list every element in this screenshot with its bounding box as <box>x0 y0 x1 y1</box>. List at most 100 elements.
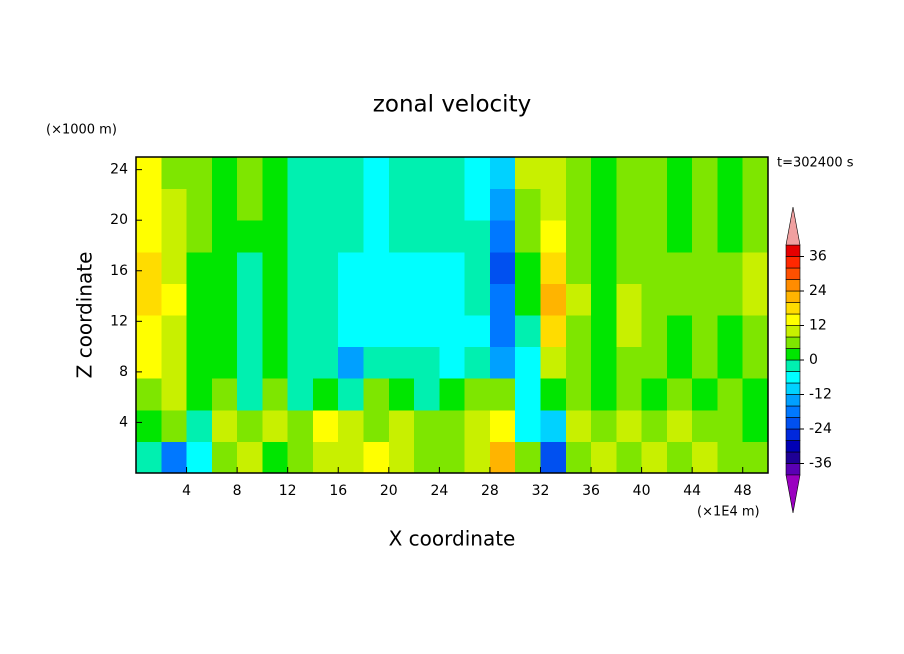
contour-cell <box>338 220 365 253</box>
contour-cell <box>287 220 314 253</box>
contour-cell <box>439 188 466 221</box>
y-axis-label: Z coordinate <box>73 252 97 379</box>
colorbar-box <box>785 348 801 361</box>
contour-cell <box>211 157 238 190</box>
contour-cell <box>388 315 415 348</box>
contour-cell <box>186 315 213 348</box>
chart-title: zonal velocity <box>373 92 531 118</box>
colorbar-box <box>785 279 801 292</box>
colorbar-bottom <box>785 474 801 514</box>
contour-cell <box>489 315 516 348</box>
contour-cell <box>414 220 440 253</box>
contour-cell <box>742 220 769 253</box>
contour-cell <box>439 441 466 474</box>
contour-cell <box>388 409 415 442</box>
contour-cell <box>363 188 390 221</box>
contour-cell <box>363 283 390 316</box>
contour-cell <box>237 251 263 284</box>
colorbar-tick-label: -24 <box>809 421 832 437</box>
contour-cell <box>439 220 466 253</box>
x-tick-label: 12 <box>279 483 297 499</box>
contour-cell <box>616 441 643 474</box>
contour-cell <box>136 157 162 190</box>
contour-cell <box>439 157 466 190</box>
contour-cell <box>641 315 668 348</box>
y-unit: (×1000 m) <box>46 123 117 138</box>
contour-cell <box>717 283 744 316</box>
contour-cell <box>414 251 440 284</box>
contour-cell <box>666 220 693 253</box>
contour-cell <box>692 378 718 411</box>
colorbar-box <box>785 313 801 326</box>
contour-cell <box>616 251 643 284</box>
contour-cell <box>464 251 491 284</box>
contour-cell <box>312 378 339 411</box>
contour-cell <box>742 409 769 442</box>
contour-cell <box>641 157 668 190</box>
contour-cell <box>565 157 592 190</box>
contour-cell <box>136 346 162 379</box>
contour-cell <box>666 251 693 284</box>
y-tick-label: 20 <box>110 212 128 228</box>
contour-cell <box>692 188 718 221</box>
x-tick-label: 48 <box>734 483 752 499</box>
contour-cell <box>363 409 390 442</box>
contour-cell <box>489 346 516 379</box>
contour-cell <box>666 378 693 411</box>
contour-cell <box>742 378 769 411</box>
contour-cell <box>489 157 516 190</box>
contour-cell <box>565 378 592 411</box>
contour-cell <box>464 157 491 190</box>
contour-cell <box>641 409 668 442</box>
contour-cell <box>262 346 289 379</box>
contour-cell <box>186 378 213 411</box>
contour-cell <box>414 409 440 442</box>
contour-cell <box>414 315 440 348</box>
time-label: t=302400 s <box>777 156 854 171</box>
contour-cell <box>641 251 668 284</box>
contour-cell <box>136 188 162 221</box>
contour-cell <box>439 378 466 411</box>
colorbar-box <box>785 371 801 384</box>
contour-cell <box>161 188 188 221</box>
contour-cell <box>464 283 491 316</box>
contour-cell <box>136 315 162 348</box>
contour-cell <box>616 220 643 253</box>
contour-cell <box>717 220 744 253</box>
contour-cell <box>717 315 744 348</box>
contour-cell <box>287 157 314 190</box>
contour-cell <box>287 283 314 316</box>
contour-cell <box>414 378 440 411</box>
contour-cell <box>161 346 188 379</box>
contour-cell <box>742 157 769 190</box>
contour-cell <box>540 188 567 221</box>
contour-cell <box>717 188 744 221</box>
contour-cell <box>414 188 440 221</box>
contour-cell <box>489 188 516 221</box>
contour-cell <box>237 378 263 411</box>
contour-cell <box>591 315 617 348</box>
colorbar-box <box>785 302 801 315</box>
contour-cell <box>363 220 390 253</box>
x-tick-label: 16 <box>329 483 347 499</box>
contour-cell <box>489 251 516 284</box>
contour-cell <box>161 220 188 253</box>
contour-cell <box>186 188 213 221</box>
contour-cell <box>338 346 365 379</box>
contour-cell <box>161 157 188 190</box>
contour-cell <box>338 315 365 348</box>
contour-cell <box>464 409 491 442</box>
colorbar-box <box>785 290 801 303</box>
colorbar-tick-label: -36 <box>809 456 832 472</box>
colorbar-tick-label: -12 <box>809 387 832 403</box>
contour-cell <box>312 251 339 284</box>
contour-cell <box>464 220 491 253</box>
contour-cell <box>161 315 188 348</box>
contour-cell <box>287 188 314 221</box>
contour-cell <box>237 283 263 316</box>
colorbar-box <box>785 267 801 280</box>
contour-cell <box>388 378 415 411</box>
contour-cell <box>666 346 693 379</box>
contour-cell <box>211 220 238 253</box>
contour-cell <box>439 283 466 316</box>
